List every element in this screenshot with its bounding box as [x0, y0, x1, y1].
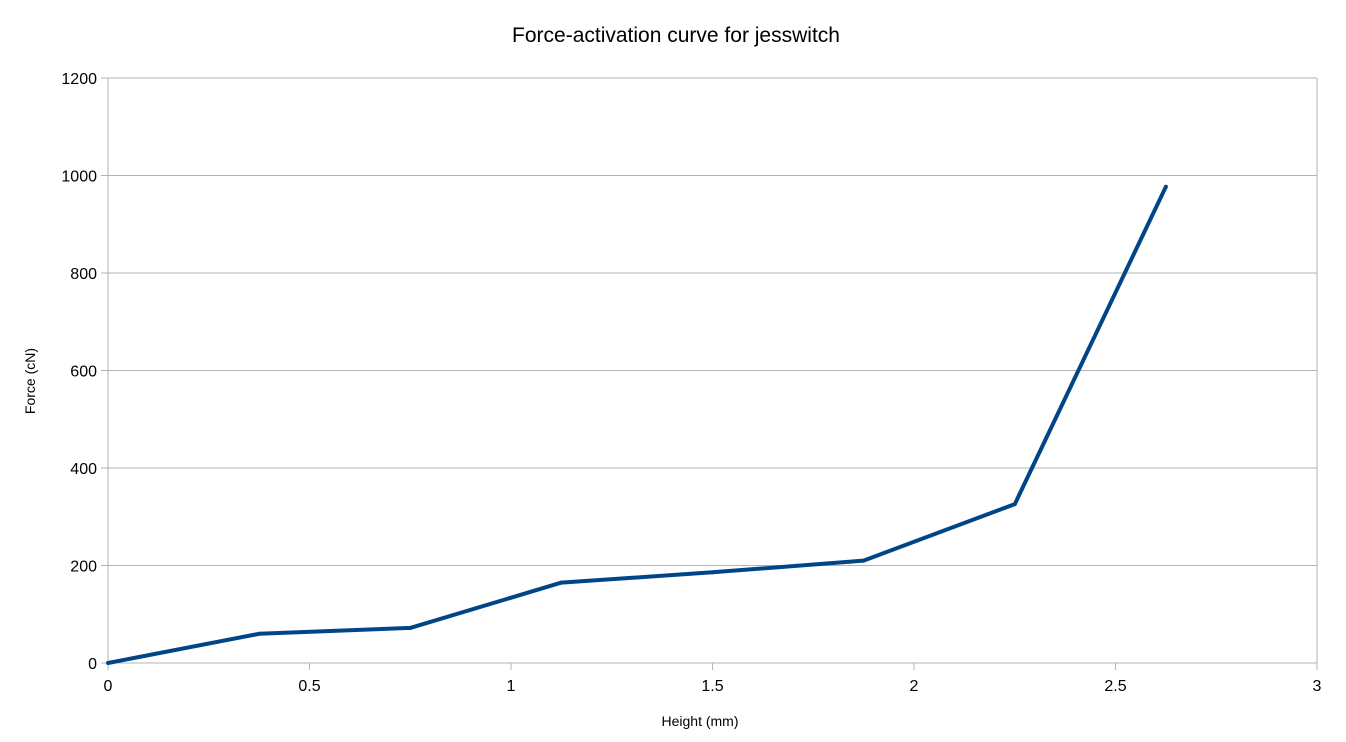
x-tick-label: 0	[104, 678, 113, 695]
x-tick-label: 2	[910, 678, 919, 695]
data-point	[106, 661, 110, 665]
y-tick-label: 1000	[61, 169, 97, 186]
data-point	[408, 625, 413, 630]
axes	[101, 77, 1318, 670]
y-tick-label: 200	[70, 559, 97, 576]
y-tick-label: 600	[70, 364, 97, 381]
y-tick-label: 400	[70, 461, 97, 478]
data-point	[861, 558, 866, 563]
tick-labels: 0 200 400 600 800 1000 1200 0 0.5 1 1.5 2 2.5 3	[61, 71, 1321, 695]
x-tick-label: 3	[1313, 678, 1322, 695]
gridlines	[108, 77, 1317, 664]
data-point	[1163, 184, 1168, 189]
series-line	[107, 185, 1168, 665]
data-point	[1012, 502, 1017, 507]
y-tick-label: 0	[88, 656, 97, 673]
data-point	[257, 631, 262, 636]
x-tick-label: 2.5	[1104, 678, 1126, 695]
data-point	[710, 570, 715, 575]
data-point	[559, 580, 564, 585]
series-layer	[106, 184, 1168, 665]
y-tick-label: 1200	[61, 71, 97, 88]
x-axis-label: Height (mm)	[661, 713, 738, 729]
x-tick-label: 0.5	[298, 678, 320, 695]
x-tick-label: 1	[507, 678, 516, 695]
y-tick-label: 800	[70, 266, 97, 283]
y-axis-label: Force (cN)	[22, 348, 38, 414]
chart-title: Force-activation curve for jesswitch	[512, 24, 840, 47]
x-tick-label: 1.5	[701, 678, 723, 695]
